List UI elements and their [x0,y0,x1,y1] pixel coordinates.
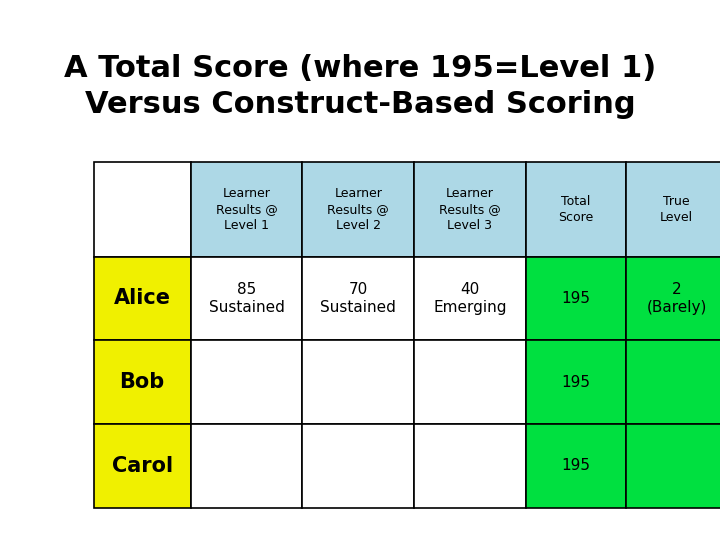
Text: Learner
Results @
Level 3: Learner Results @ Level 3 [439,187,500,232]
Text: Alice: Alice [114,288,171,308]
Text: Learner
Results @
Level 1: Learner Results @ Level 1 [216,187,277,232]
Text: Bob: Bob [120,372,165,392]
Text: 195: 195 [562,458,590,473]
Text: 70
Sustained: 70 Sustained [320,281,396,315]
Text: 85
Sustained: 85 Sustained [209,281,284,315]
Text: Total
Score: Total Score [559,195,593,224]
Text: Carol: Carol [112,456,173,476]
Text: True
Level: True Level [660,195,693,224]
Text: 195: 195 [562,291,590,306]
Text: 2
(Barely): 2 (Barely) [647,281,707,315]
Text: Learner
Results @
Level 2: Learner Results @ Level 2 [328,187,389,232]
Text: 195: 195 [562,375,590,389]
Text: 40
Emerging: 40 Emerging [433,281,507,315]
Text: A Total Score (where 195=Level 1)
Versus Construct-Based Scoring: A Total Score (where 195=Level 1) Versus… [64,54,656,119]
